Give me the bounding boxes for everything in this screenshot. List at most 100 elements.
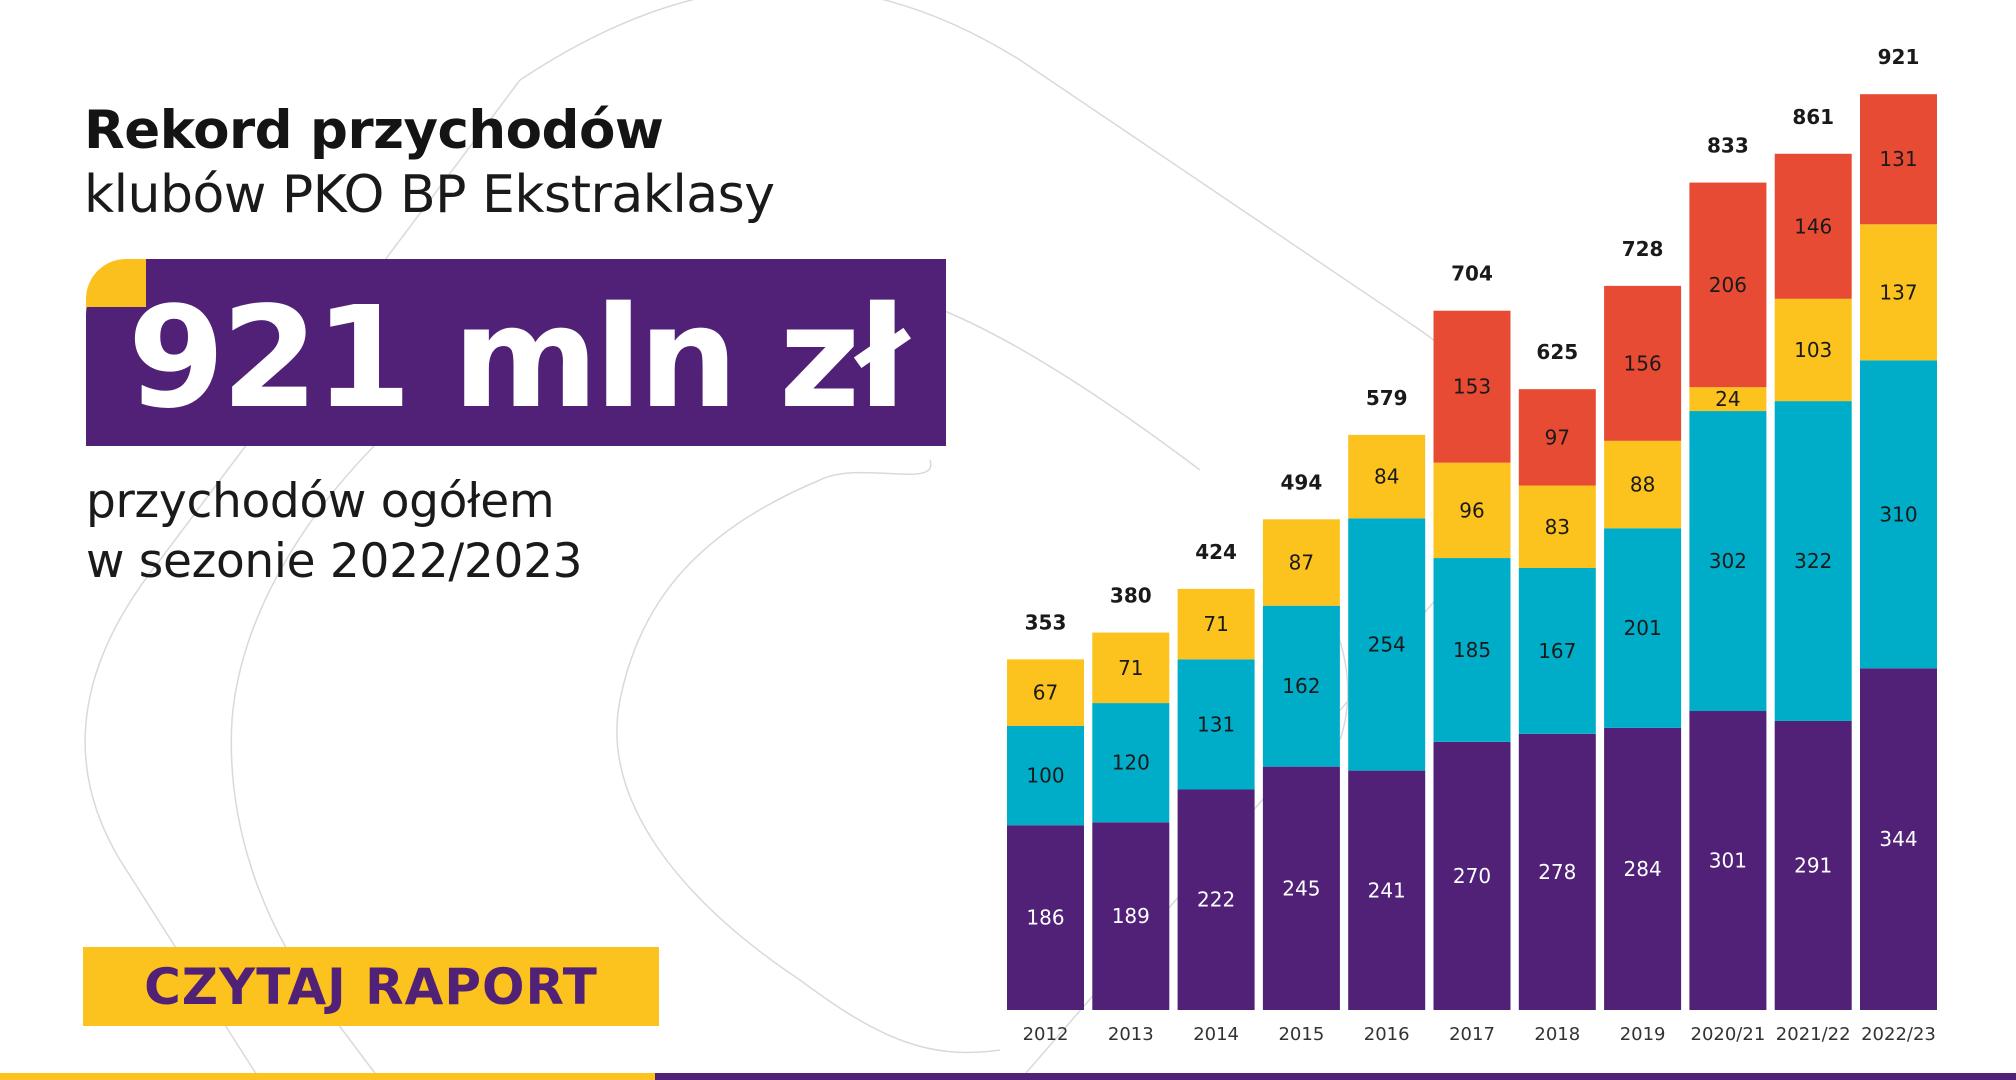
bar-segment-label: 120 — [1112, 751, 1150, 775]
bottom-bar-purple — [655, 1073, 2016, 1080]
bar-segment-label: 241 — [1368, 878, 1406, 902]
hero-value: 921 mln zł — [127, 277, 909, 440]
x-axis-tick-label: 2019 — [1620, 1024, 1666, 1045]
bar-segment-teal — [1092, 703, 1170, 823]
bar-total-label: 625 — [1536, 340, 1578, 364]
x-axis-tick-label: 2014 — [1193, 1024, 1239, 1045]
bar-segment-teal — [1007, 725, 1084, 826]
bar-segment-label: 97 — [1545, 425, 1570, 449]
bar-segment-label: 201 — [1624, 616, 1662, 640]
bar-segment-teal — [1860, 360, 1937, 669]
bar-segment-label: 301 — [1709, 849, 1747, 873]
bar-segment-label: 131 — [1879, 147, 1917, 171]
bar-segment-label: 206 — [1709, 273, 1747, 297]
bar-segment-yellow — [1518, 485, 1596, 568]
bar-total-label: 353 — [1025, 610, 1067, 634]
bar-segment-teal — [1177, 659, 1255, 790]
bar-segment-red — [1604, 285, 1682, 441]
bar-segment-teal — [1774, 401, 1852, 721]
x-axis-tick-label: 2015 — [1278, 1024, 1324, 1045]
bar-segment-yellow — [1433, 462, 1511, 559]
x-axis-tick-label: 2022/23 — [1861, 1024, 1936, 1045]
x-axis-tick-label: 2017 — [1449, 1024, 1495, 1045]
bar-segment-yellow — [1007, 659, 1084, 726]
bar-segment-purple — [1774, 720, 1852, 1010]
x-axis-tick-label: 2012 — [1023, 1024, 1069, 1045]
bar-total-label: 424 — [1195, 540, 1237, 564]
bar-segment-purple — [1092, 822, 1170, 1010]
bar-segment-teal — [1348, 518, 1426, 771]
headline-bold: Rekord przychodów — [84, 100, 664, 161]
x-axis-tick-label: 2018 — [1534, 1024, 1580, 1045]
bar-segment-yellow — [1689, 387, 1767, 412]
bar-segment-red — [1689, 182, 1767, 388]
bar-segment-yellow — [1177, 588, 1255, 660]
hero-subtitle: przychodów ogółem w sezonie 2022/2023 — [86, 472, 583, 592]
bar-segment-label: 100 — [1026, 764, 1064, 788]
bar-total-label: 579 — [1366, 386, 1408, 410]
bar-segment-label: 88 — [1630, 473, 1655, 497]
bar-segment-label: 71 — [1203, 612, 1228, 636]
bar-total-label: 704 — [1451, 262, 1493, 286]
bar-total-label: 921 — [1878, 45, 1920, 69]
bar-segment-red — [1860, 94, 1937, 225]
bar-segment-purple — [1860, 668, 1937, 1010]
bar-segment-label: 254 — [1368, 632, 1406, 656]
bar-total-label: 861 — [1792, 105, 1834, 129]
bar-segment-yellow — [1262, 519, 1340, 606]
bar-segment-label: 156 — [1624, 351, 1662, 375]
bar-segment-teal — [1689, 411, 1767, 712]
bar-segment-red — [1774, 153, 1852, 299]
bar-segment-label: 291 — [1794, 853, 1832, 877]
bar-segment-teal — [1604, 528, 1682, 728]
bar-segment-yellow — [1092, 632, 1170, 704]
bar-segment-label: 310 — [1879, 502, 1917, 526]
bar-segment-label: 270 — [1453, 864, 1491, 888]
bar-segment-label: 162 — [1282, 674, 1320, 698]
bar-total-label: 494 — [1281, 470, 1323, 494]
hero-subtitle-line2: w sezonie 2022/2023 — [86, 534, 583, 589]
bar-segment-yellow — [1348, 434, 1426, 519]
bar-segment-yellow — [1604, 440, 1682, 529]
bar-segment-label: 153 — [1453, 375, 1491, 399]
hero-subtitle-line1: przychodów ogółem — [86, 474, 555, 529]
bar-segment-yellow — [1774, 298, 1852, 402]
bar-segment-purple — [1007, 825, 1084, 1010]
bar-total-label: 380 — [1110, 584, 1152, 608]
bar-segment-label: 131 — [1197, 712, 1235, 736]
bar-segment-label: 87 — [1289, 551, 1314, 575]
bar-segment-label: 71 — [1118, 656, 1143, 680]
bar-segment-label: 96 — [1459, 498, 1484, 522]
bar-segment-teal — [1262, 605, 1340, 767]
bar-segment-teal — [1518, 567, 1596, 734]
bar-segment-yellow — [1860, 224, 1937, 361]
bar-segment-label: 344 — [1879, 827, 1917, 851]
bar-segment-label: 67 — [1033, 681, 1058, 705]
x-axis-tick-label: 2016 — [1364, 1024, 1410, 1045]
bar-segment-label: 83 — [1545, 515, 1570, 539]
bar-segment-label: 245 — [1282, 876, 1320, 900]
bar-segment-label: 302 — [1709, 549, 1747, 573]
bar-total-label: 728 — [1622, 237, 1664, 261]
bar-segment-label: 84 — [1374, 465, 1399, 489]
bar-segment-purple — [1262, 766, 1340, 1010]
bar-segment-label: 146 — [1794, 214, 1832, 238]
x-axis-tick-label: 2021/22 — [1776, 1024, 1851, 1045]
x-axis-tick-label: 2020/21 — [1691, 1024, 1766, 1045]
bar-segment-purple — [1433, 741, 1511, 1010]
bar-segment-label: 186 — [1026, 906, 1064, 930]
bar-segment-label: 284 — [1624, 857, 1662, 881]
bottom-bar-yellow — [0, 1073, 655, 1080]
bar-segment-purple — [1604, 727, 1682, 1010]
bar-segment-label: 185 — [1453, 638, 1491, 662]
bar-segment-label: 103 — [1794, 338, 1832, 362]
bar-segment-label: 222 — [1197, 888, 1235, 912]
bar-segment-teal — [1433, 558, 1511, 742]
bar-segment-purple — [1177, 789, 1255, 1010]
bar-segment-label: 24 — [1715, 387, 1740, 411]
bar-segment-label: 137 — [1879, 280, 1917, 304]
bar-total-label: 833 — [1707, 134, 1749, 158]
bar-segment-label: 189 — [1112, 904, 1150, 928]
read-report-button[interactable]: CZYTAJ RAPORT — [83, 947, 659, 1026]
